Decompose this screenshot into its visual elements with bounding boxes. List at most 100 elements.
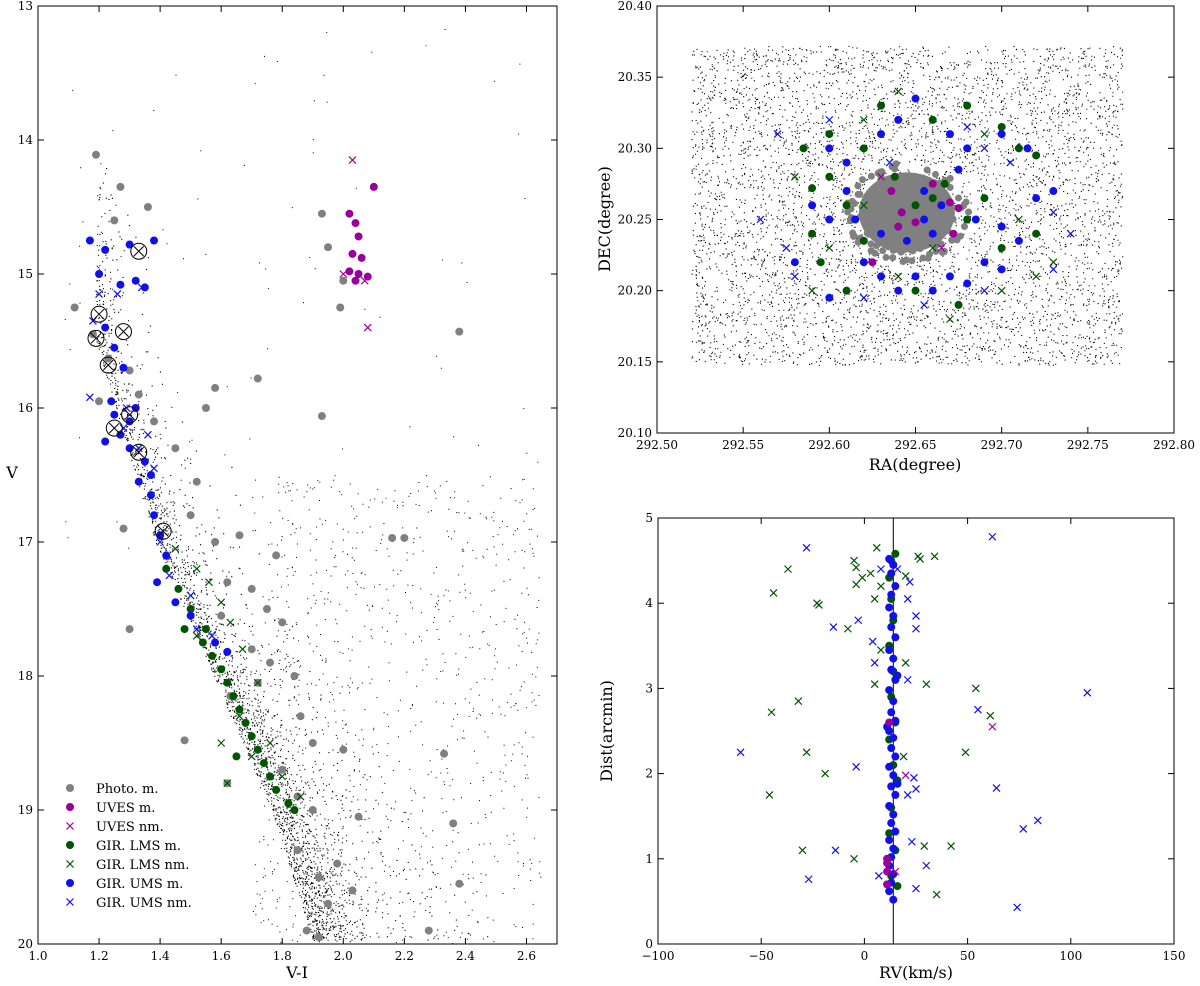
uves-m-point <box>883 854 892 863</box>
uves-m-point <box>885 718 894 727</box>
photo-point <box>904 230 912 238</box>
gir-ums-m-point <box>887 569 896 578</box>
x-tick-label: 292.55 <box>722 438 764 452</box>
y-tick-label: 20.35 <box>618 70 652 84</box>
photo-point <box>886 178 894 186</box>
gir-lms-nm-point <box>850 556 859 565</box>
photo-point <box>942 209 950 217</box>
photo-point <box>879 208 887 216</box>
gir-ums-m-point <box>885 836 894 845</box>
gir-ums-m-point <box>945 272 954 281</box>
gir-lms-nm-point <box>235 712 244 721</box>
photo-point <box>871 249 879 257</box>
gir-ums-m-point <box>887 665 896 674</box>
photo-point <box>278 618 287 627</box>
gir-lms-nm-point <box>859 201 868 210</box>
gir-ums-m-point <box>891 716 900 725</box>
uves-m-point <box>887 187 896 196</box>
legend-item-gir-ums-m: GIR. UMS m. <box>66 877 183 892</box>
y-tick-label: 17 <box>18 535 33 549</box>
gir-lms-m-point <box>859 144 868 153</box>
photo-point <box>882 253 890 261</box>
x-tick-label: 292.60 <box>808 438 850 452</box>
photo-point <box>946 183 954 191</box>
gir-lms-m-point <box>217 665 226 674</box>
gir-lms-nm-point <box>843 624 852 633</box>
photo-point <box>104 354 113 363</box>
gir-ums-m-point <box>125 444 134 453</box>
gir-lms-m-point <box>842 201 851 210</box>
photo-point <box>180 736 189 745</box>
gir-lms-m-point <box>799 144 808 153</box>
gir-ums-m-point <box>186 611 195 620</box>
gir-lms-nm-point <box>171 544 180 553</box>
gir-lms-nm-point <box>971 684 980 693</box>
gir-ums-m-point <box>887 590 896 599</box>
gir-ums-nm-point <box>868 637 877 646</box>
photo-point <box>912 174 920 182</box>
y-tick-label: 20.20 <box>618 284 652 298</box>
photo-point <box>70 303 79 312</box>
photo-point <box>923 166 931 174</box>
gir-ums-m-point <box>885 554 894 563</box>
gir-ums-m-point <box>891 827 900 836</box>
gir-ums-m-point <box>877 130 886 139</box>
gir-lms-nm-point <box>986 711 995 720</box>
legend-item-gir-lms-m: GIR. LMS m. <box>66 839 181 854</box>
x-tick-label: 2.4 <box>456 949 475 963</box>
gir-lms-m-point <box>893 882 902 891</box>
uves-m-point <box>345 209 354 218</box>
legend-item-uves-m: UVES m. <box>66 801 155 816</box>
gir-ums-nm-point <box>1033 816 1042 825</box>
gir-ums-m-point <box>101 323 110 332</box>
gir-ums-m-point <box>889 697 898 706</box>
gir-lms-nm-point <box>790 172 799 181</box>
photo-point <box>171 444 180 453</box>
gir-ums-m-point <box>885 801 894 810</box>
gir-ums-nm-point <box>1049 265 1058 274</box>
gir-lms-nm-point <box>852 580 861 589</box>
photo-point <box>143 203 152 211</box>
y-tick-label: 20.10 <box>618 426 652 440</box>
legend-item-gir-lms-nm: GIR. LMS nm. <box>66 858 189 873</box>
uves-m-point <box>928 179 937 188</box>
gir-lms-nm-point <box>901 658 910 667</box>
circled-star-marker <box>90 305 108 323</box>
photo-point <box>864 209 872 217</box>
photo-point <box>907 207 915 215</box>
gir-ums-m-point <box>119 363 128 372</box>
gir-ums-m-point <box>162 551 171 560</box>
photo-point <box>897 172 905 180</box>
photo-point <box>125 625 134 634</box>
gir-ums-m-point <box>116 280 125 289</box>
photo-point <box>125 366 134 375</box>
gir-ums-nm-point <box>876 565 885 574</box>
gir-ums-m-point <box>877 229 886 238</box>
photo-point <box>897 248 905 256</box>
photo-point <box>324 899 333 908</box>
gir-lms-nm-point <box>205 578 213 587</box>
gir-ums-m-point <box>945 130 954 139</box>
photo-point <box>339 745 348 754</box>
gir-ums-nm-point <box>186 591 195 600</box>
gir-ums-nm-point <box>912 884 920 893</box>
gir-ums-m-point <box>110 410 119 419</box>
gir-ums-nm-point <box>1019 825 1028 833</box>
gir-lms-nm-point <box>192 631 201 640</box>
gir-ums-m-point <box>980 258 989 267</box>
photo-point <box>931 170 939 178</box>
uves-nm-point <box>901 771 910 780</box>
gir-ums-nm-point <box>907 837 916 846</box>
gir-lms-nm-point <box>894 272 903 281</box>
photo-point <box>247 645 256 654</box>
photo-point <box>348 886 357 895</box>
y-tick-label: 0 <box>645 937 653 951</box>
gir-ums-nm-point <box>912 612 920 620</box>
gir-ums-m-point <box>963 144 972 153</box>
photo-point <box>867 172 875 180</box>
gir-lms-nm-point <box>794 697 803 706</box>
gir-lms-nm-point <box>922 680 931 689</box>
gir-lms-m-point <box>290 806 299 814</box>
uves-nm-point <box>339 270 348 278</box>
